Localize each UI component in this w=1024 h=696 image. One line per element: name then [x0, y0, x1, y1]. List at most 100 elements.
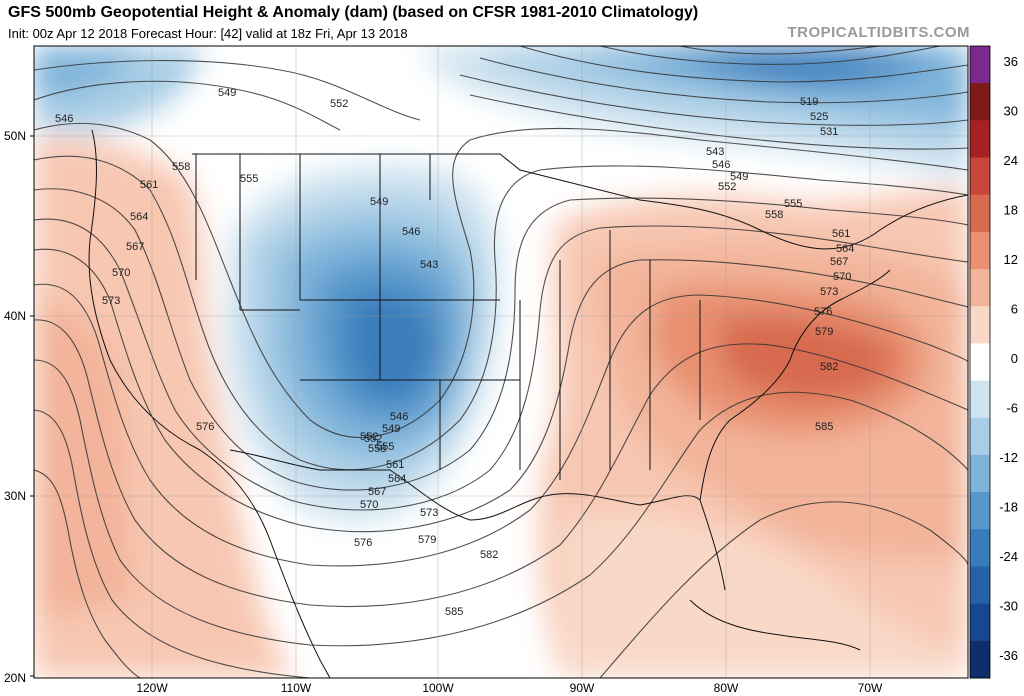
contour-label: 525	[810, 111, 828, 123]
contour-label: 552	[330, 98, 348, 110]
colorbar-swatch	[970, 157, 990, 196]
colorbar-swatch	[970, 269, 990, 307]
contour-label: 582	[820, 361, 838, 373]
colorbar-tick-label: -6	[1006, 401, 1018, 416]
contour-label: 564	[836, 243, 854, 255]
colorbar-swatch	[970, 492, 990, 530]
lon-label-90w: 90W	[570, 681, 595, 695]
colorbar-swatch	[970, 529, 990, 567]
colorbar-swatch	[970, 454, 990, 493]
contour-label: 549	[730, 171, 748, 183]
contour-label: 576	[196, 421, 214, 433]
contour-label: 549	[218, 87, 236, 99]
colorbar-swatch	[970, 343, 990, 382]
brand-watermark: TROPICALTIDBITS.COM	[787, 24, 970, 41]
colorbar-tick-label: 30	[1004, 104, 1018, 119]
colorbar-tick-label: -12	[999, 450, 1018, 465]
colorbar-swatch	[970, 231, 990, 270]
geographic-boundaries	[88, 129, 968, 678]
contour-label: 549	[370, 196, 388, 208]
lon-label-70w: 70W	[858, 681, 883, 695]
contour-label: 546	[55, 113, 73, 125]
contour-label: 564	[388, 473, 406, 485]
map-subtitle: Init: 00z Apr 12 2018 Forecast Hour: [42…	[8, 26, 408, 41]
lat-label-50n: 50N	[4, 129, 26, 143]
colorbar-tick-label: -30	[999, 599, 1018, 614]
colorbar-swatch	[970, 417, 990, 456]
contour-label: 552	[364, 433, 382, 445]
contour-label: 567	[126, 241, 144, 253]
lon-label-80w: 80W	[714, 681, 739, 695]
lon-label-120w: 120W	[136, 681, 168, 695]
latitude-labels: 50N 40N 30N 20N	[4, 129, 26, 685]
contour-label: 567	[830, 256, 848, 268]
contour-label: 582	[480, 549, 498, 561]
lat-label-40n: 40N	[4, 309, 26, 323]
contour-label: 585	[815, 421, 833, 433]
colorbar-frame	[969, 45, 991, 679]
colorbar-tick-label: 18	[1004, 203, 1018, 218]
contour-label: 543	[706, 146, 724, 158]
colorbar-tick-label: 0	[1011, 351, 1018, 366]
map-title: GFS 500mb Geopotential Height & Anomaly …	[8, 4, 699, 21]
contour-label: 555	[240, 173, 258, 185]
contour-label: 573	[420, 507, 438, 519]
colorbar-swatch	[970, 380, 990, 419]
contour-label: 564	[130, 211, 148, 223]
contour-label: 585	[445, 606, 463, 618]
contour-label: 552	[360, 431, 378, 443]
contour-label: 549	[382, 423, 400, 435]
colorbar-swatch	[970, 83, 990, 121]
contour-label: 546	[712, 159, 730, 171]
colorbar-swatch	[970, 120, 990, 159]
colorbar-tick-label: 36	[1004, 54, 1018, 69]
contour-label: 579	[815, 326, 833, 338]
colorbar-swatch	[970, 603, 990, 642]
contour-label: 567	[368, 486, 386, 498]
colorbar-swatch	[970, 46, 990, 84]
lon-label-110w: 110W	[281, 681, 312, 695]
contour-label: 573	[102, 295, 120, 307]
contour-label: 558	[172, 161, 190, 173]
colorbar-tick-label: -24	[999, 549, 1018, 564]
lat-label-30n: 30N	[4, 489, 26, 503]
lon-label-100w: 100W	[422, 681, 454, 695]
longitude-labels: 120W 110W 100W 90W 80W 70W	[136, 681, 883, 695]
contour-label: 519	[800, 96, 818, 108]
map-frame	[33, 45, 969, 679]
contour-label: 570	[112, 267, 130, 279]
contour-label: 555	[784, 198, 802, 210]
contour-label: 558	[368, 443, 386, 455]
contour-labels: 5465495525495465435465495525555585615645…	[55, 87, 854, 618]
colorbar-swatch	[970, 566, 990, 605]
graticule	[34, 46, 968, 678]
contour-label: 576	[354, 537, 372, 549]
colorbar-swatch	[970, 640, 990, 679]
contour-label: 579	[418, 534, 436, 546]
contour-label: 543	[420, 259, 438, 271]
contour-label: 570	[360, 499, 378, 511]
lat-ticks	[30, 135, 34, 677]
contour-label: 555	[376, 441, 394, 453]
contour-label: 561	[140, 179, 158, 191]
contour-label: 573	[820, 286, 838, 298]
map-panel: 5465495525495465435465495525555585615645…	[34, 46, 968, 678]
colorbar	[970, 46, 990, 679]
colorbar-tick-label: 24	[1004, 153, 1018, 168]
contour-label: 552	[718, 181, 736, 193]
contour-label: 558	[765, 209, 783, 221]
contour-label: 561	[832, 228, 850, 240]
contour-label: 531	[820, 126, 838, 138]
contour-label: 561	[386, 459, 404, 471]
colorbar-tick-label: 12	[1004, 252, 1018, 267]
height-contours	[34, 46, 968, 678]
colorbar-swatch	[970, 306, 990, 344]
colorbar-tick-label: 6	[1011, 302, 1018, 317]
colorbar-tick-label: -18	[999, 500, 1018, 515]
contour-label: 546	[402, 226, 420, 238]
colorbar-swatch	[970, 194, 990, 233]
lat-label-20n: 20N	[4, 671, 26, 685]
contour-label: 546	[390, 411, 408, 423]
colorbar-tick-label: -36	[999, 648, 1018, 663]
